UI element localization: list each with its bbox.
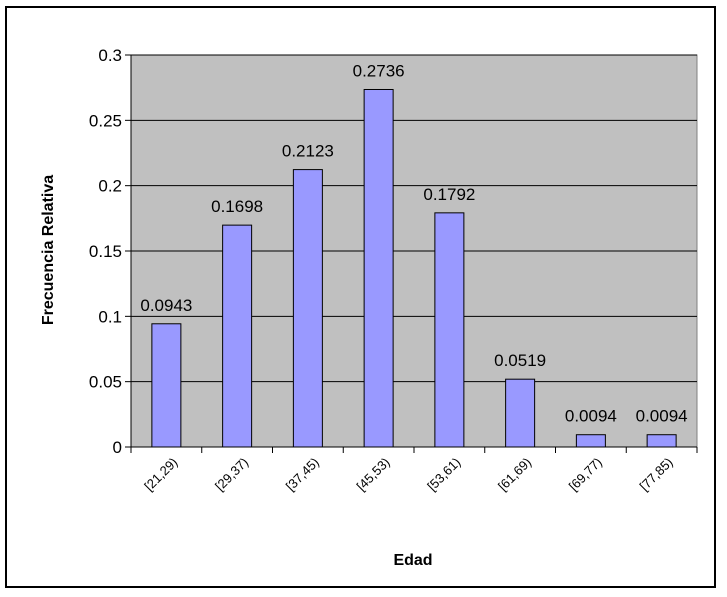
bars [151, 88, 677, 448]
y-axis-title: Frecuencia Relativa [40, 175, 57, 325]
y-tick-label: 0.25 [89, 111, 122, 130]
x-tick-label: [53,61) [424, 455, 463, 494]
bar [575, 434, 606, 448]
data-label: 0.1792 [423, 185, 475, 204]
bar [646, 434, 677, 448]
x-tick-label: [21,29) [141, 455, 180, 494]
x-tick-label: [29,37) [212, 455, 251, 494]
data-label: 0.0519 [494, 351, 546, 370]
x-tick-label: [37,45) [283, 455, 322, 494]
bar [292, 169, 323, 448]
axes [125, 54, 698, 453]
x-tick-label: [45,53) [354, 455, 393, 494]
x-tick-label: [69,77) [566, 455, 605, 494]
data-label: 0.2736 [353, 61, 405, 80]
bar [222, 224, 253, 448]
bar [434, 212, 465, 448]
y-tick-label: 0.05 [89, 373, 122, 392]
y-tick-label: 0.15 [89, 242, 122, 261]
y-tick-label: 0.3 [98, 46, 122, 65]
bar [151, 323, 182, 448]
y-tick-label: 0 [113, 438, 122, 457]
x-axis-title: Edad [393, 552, 432, 569]
x-tick-label: [77,85) [637, 455, 676, 494]
data-label: 0.2123 [282, 142, 334, 161]
data-label: 0.1698 [211, 197, 263, 216]
bar [505, 378, 536, 448]
data-label: 0.0094 [636, 407, 688, 426]
data-label: 0.0943 [140, 296, 192, 315]
x-tick-label: [61,69) [495, 455, 534, 494]
y-tick-label: 0.1 [98, 307, 122, 326]
data-label: 0.0094 [565, 407, 617, 426]
y-tick-label: 0.2 [98, 177, 122, 196]
bar [363, 88, 394, 448]
